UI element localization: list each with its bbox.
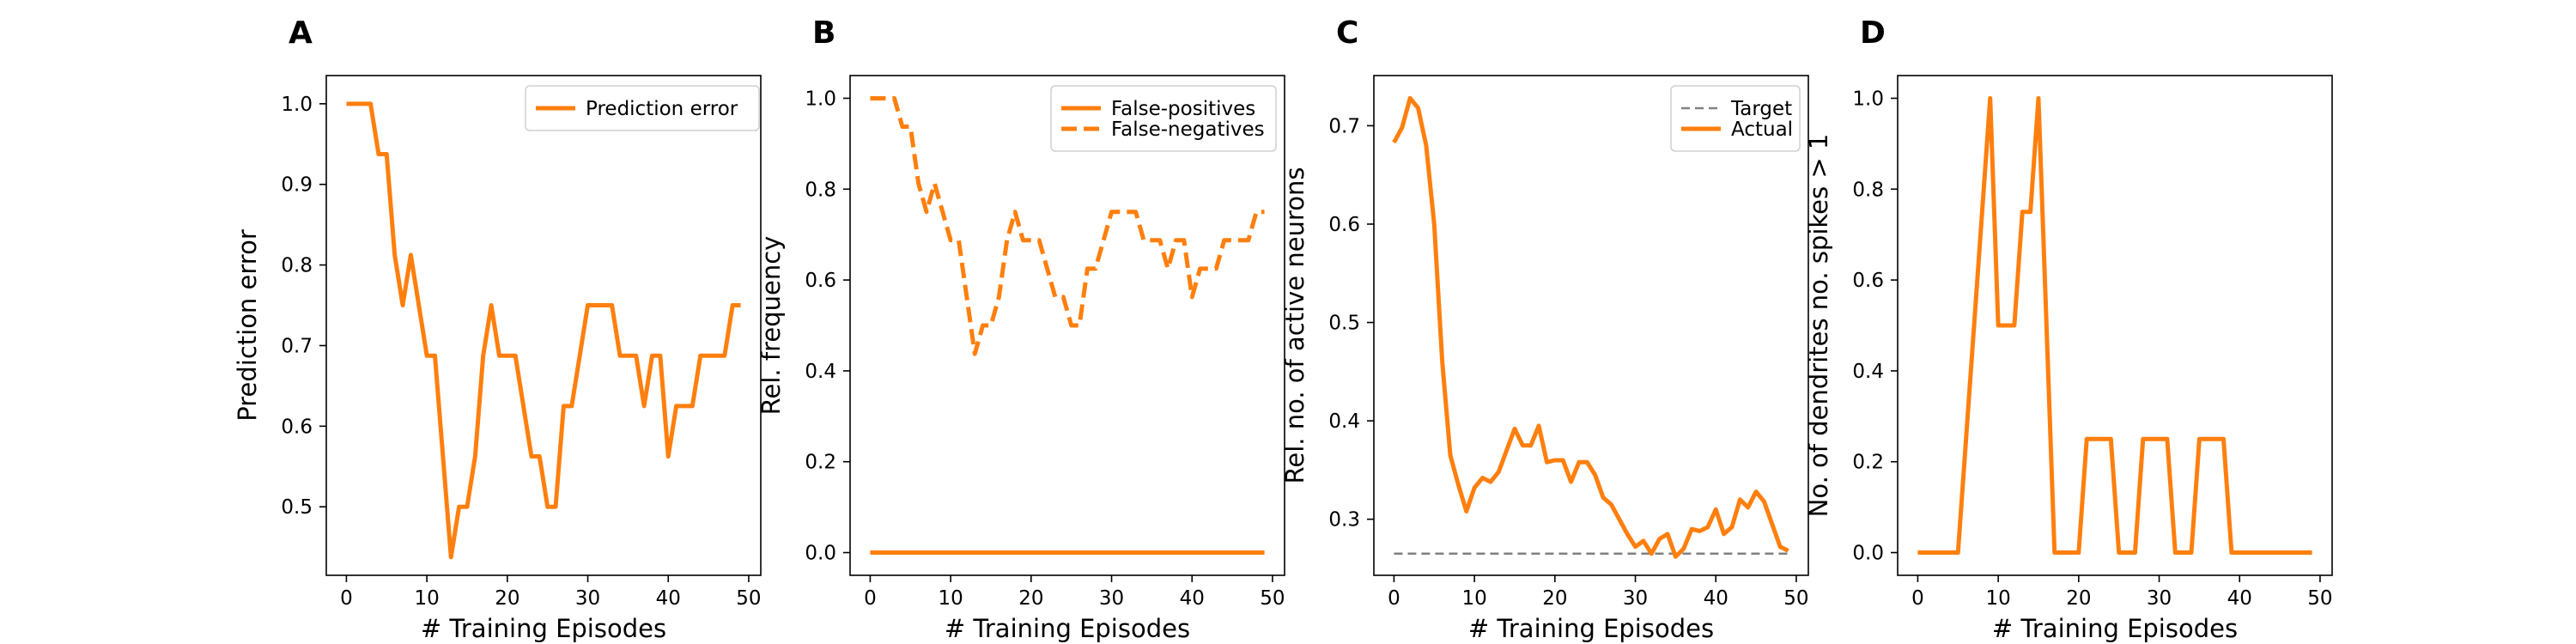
x-tick-label: 20 bbox=[2066, 587, 2091, 610]
x-axis-label: # Training Episodes bbox=[421, 614, 666, 643]
y-axis-label: Rel. no. of active neurons bbox=[1280, 167, 1309, 484]
y-tick-label: 0.7 bbox=[281, 335, 313, 357]
panel-a: A 0 10 20 30 40 50 0.5 0.6 0.7 0.8 0.9 1.0 # Training… bbox=[233, 15, 762, 643]
x-tick-label: 40 bbox=[1180, 587, 1205, 610]
x-tick-label: 30 bbox=[1099, 587, 1124, 610]
series-line-false-negatives bbox=[870, 95, 1265, 356]
x-tick-label: 50 bbox=[2307, 587, 2332, 610]
series-line-actual bbox=[1392, 95, 1789, 559]
y-tick-label: 0.8 bbox=[1852, 179, 1884, 201]
legend-box bbox=[525, 85, 760, 131]
x-tick-label: 20 bbox=[495, 587, 519, 610]
series-line-prediction-error bbox=[346, 101, 741, 560]
panel-letter: D bbox=[1860, 15, 1886, 51]
y-tick-label: 0.9 bbox=[281, 174, 313, 197]
x-tick-label: 40 bbox=[656, 587, 681, 610]
panel-b: B 0 10 20 30 40 50 0.0 0.2 0.4 0.6 0.8 1.0 # Training… bbox=[756, 15, 1285, 643]
x-tick-label: 0 bbox=[1911, 587, 1924, 610]
x-tick-label: 40 bbox=[1704, 587, 1728, 610]
x-tick-label: 10 bbox=[414, 587, 439, 610]
y-tick-label: 0.7 bbox=[1328, 115, 1360, 137]
y-tick-label: 0.5 bbox=[1328, 313, 1360, 335]
y-tick-label: 0.4 bbox=[805, 361, 836, 383]
x-tick-label: 30 bbox=[2147, 587, 2172, 610]
y-tick-label: 0.8 bbox=[805, 179, 836, 201]
x-axis-label: # Training Episodes bbox=[945, 614, 1190, 643]
y-tick-label: 0.0 bbox=[805, 543, 836, 565]
legend: Prediction error bbox=[525, 85, 760, 131]
axes-frame bbox=[1897, 75, 2333, 576]
x-tick-label: 0 bbox=[1388, 587, 1400, 610]
panel-letter: C bbox=[1336, 15, 1358, 51]
panel-d: D 0 10 20 30 40 50 0.0 0.2 0.4 0.6 0.8 1.0 # Training… bbox=[1804, 15, 2333, 643]
y-tick-label: 0.0 bbox=[1852, 543, 1884, 565]
y-tick-label: 0.2 bbox=[805, 452, 836, 474]
x-tick-label: 0 bbox=[864, 587, 877, 610]
x-tick-label: 20 bbox=[1542, 587, 1567, 610]
legend-box bbox=[1050, 85, 1277, 152]
x-tick-label: 40 bbox=[2227, 587, 2252, 610]
legend-label: False-positives bbox=[1111, 98, 1255, 120]
y-tick-label: 0.5 bbox=[281, 496, 313, 519]
y-tick-label: 0.2 bbox=[1852, 452, 1884, 474]
y-tick-label: 1.0 bbox=[1852, 88, 1884, 110]
x-tick-label: 30 bbox=[575, 587, 600, 610]
x-tick-label: 10 bbox=[1461, 587, 1486, 610]
x-tick-label: 10 bbox=[1985, 587, 2010, 610]
x-tick-label: 20 bbox=[1018, 587, 1043, 610]
axes-frame bbox=[849, 75, 1285, 576]
y-axis-label: No. of dendrites no. spikes > 1 bbox=[1804, 134, 1833, 518]
y-tick-label: 0.6 bbox=[281, 416, 313, 438]
legend-label: Target bbox=[1730, 98, 1792, 120]
x-axis-label: # Training Episodes bbox=[1992, 614, 2238, 643]
x-tick-label: 50 bbox=[1783, 587, 1808, 610]
axes-frame bbox=[325, 75, 762, 576]
y-tick-label: 0.4 bbox=[1328, 410, 1360, 433]
y-tick-label: 0.4 bbox=[1852, 361, 1884, 383]
x-tick-label: 30 bbox=[1623, 587, 1648, 610]
legend-label: False-negatives bbox=[1111, 118, 1265, 141]
panel-letter: B bbox=[812, 15, 835, 51]
y-tick-label: 0.6 bbox=[1328, 214, 1360, 236]
y-tick-label: 1.0 bbox=[281, 94, 313, 116]
x-tick-label: 50 bbox=[736, 587, 761, 610]
y-tick-label: 0.8 bbox=[281, 255, 313, 277]
y-axis-label: Prediction error bbox=[233, 229, 262, 422]
panel-letter: A bbox=[289, 15, 313, 51]
x-tick-label: 10 bbox=[938, 587, 963, 610]
legend-label: Prediction error bbox=[586, 98, 738, 120]
legend-label: Actual bbox=[1731, 118, 1793, 141]
y-tick-label: 0.6 bbox=[805, 270, 836, 292]
series-line-data bbox=[1917, 95, 2312, 556]
y-tick-label: 0.3 bbox=[1328, 509, 1360, 532]
x-tick-label: 0 bbox=[340, 587, 353, 610]
panel-c: C 0 10 20 30 40 50 0.3 0.4 0.5 0.6 0.7 # Training Ep… bbox=[1280, 15, 1809, 643]
legend-box bbox=[1670, 85, 1801, 152]
axes-frame bbox=[1373, 75, 1809, 576]
y-tick-label: 0.6 bbox=[1852, 270, 1884, 292]
x-axis-label: # Training Episodes bbox=[1468, 614, 1714, 643]
x-tick-label: 50 bbox=[1260, 587, 1285, 610]
y-tick-label: 1.0 bbox=[805, 88, 836, 110]
y-axis-label: Rel. frequency bbox=[756, 236, 786, 416]
